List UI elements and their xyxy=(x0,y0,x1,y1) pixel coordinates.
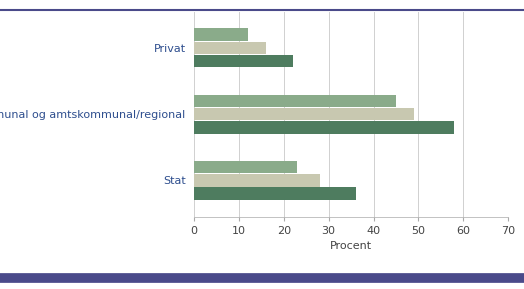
Bar xyxy=(194,161,297,173)
Bar xyxy=(194,55,293,68)
Bar xyxy=(194,28,248,41)
Bar xyxy=(194,187,356,200)
Legend: 1994, 2003, 2012: 1994, 2003, 2012 xyxy=(310,288,468,289)
X-axis label: Procent: Procent xyxy=(330,241,372,251)
Bar xyxy=(194,42,266,54)
Bar xyxy=(194,95,396,107)
Bar xyxy=(194,121,454,134)
Bar xyxy=(194,108,414,121)
Bar xyxy=(194,174,320,187)
